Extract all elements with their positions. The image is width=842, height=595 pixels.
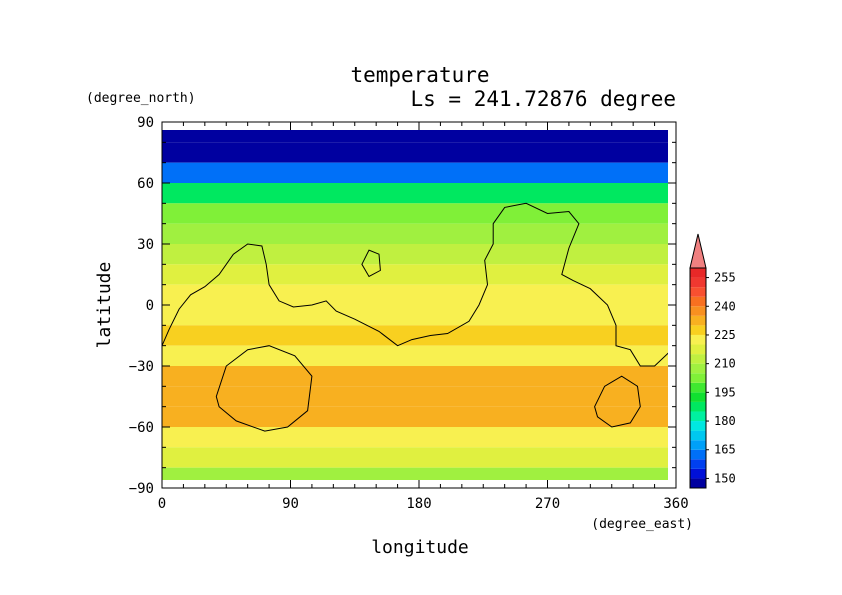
y-axis-label: latitude	[94, 262, 115, 349]
colorbar-overflow-triangle	[689, 233, 707, 269]
y-tick-label: 0	[146, 298, 154, 314]
chart-title: temperature	[350, 63, 489, 87]
plot-area	[161, 121, 677, 489]
colorbar-segment	[690, 344, 706, 355]
y-tick-label: −30	[129, 359, 154, 375]
temperature-band	[162, 325, 668, 346]
colorbar-segment	[690, 459, 706, 469]
topography-contour-loop	[361, 249, 381, 278]
temperature-band	[162, 284, 668, 305]
colorbar-label: 180	[714, 414, 736, 428]
y-tick-label: 60	[137, 176, 154, 192]
colorbar-label: 210	[714, 357, 736, 371]
temperature-band	[162, 447, 668, 468]
colorbar-segment	[690, 392, 706, 402]
colorbar-segment	[690, 421, 706, 431]
temperature-band	[162, 264, 668, 285]
colorbar-segment	[690, 401, 706, 412]
y-tick-label: −90	[129, 481, 154, 497]
temperature-band	[162, 142, 668, 163]
y-tick-label: −60	[129, 420, 154, 436]
colorbar-segment	[690, 315, 706, 326]
colorbar-label: 150	[714, 471, 736, 485]
colorbar-segment	[690, 382, 706, 393]
temperature-band	[162, 203, 668, 224]
colorbar-label: 165	[714, 443, 736, 457]
colorbar-label: 240	[714, 299, 736, 313]
colorbar-segment	[690, 478, 706, 488]
colorbar-frame	[689, 267, 707, 489]
x-tick-label: 270	[535, 496, 560, 512]
colorbar-label: 225	[714, 328, 736, 342]
topography-contour-line	[162, 202, 668, 367]
temperature-band	[162, 427, 668, 448]
topography-contour-loop	[215, 345, 313, 432]
colorbar-segment	[690, 430, 706, 441]
colorbar-segment	[690, 373, 706, 383]
y-tick-label: 90	[137, 115, 154, 131]
y-tick-label: 30	[137, 237, 154, 253]
colorbar-segment	[690, 296, 706, 307]
temperature-band	[162, 406, 668, 427]
colorbar-segment	[690, 411, 706, 422]
colorbar-segment	[690, 354, 706, 364]
x-tick-label: 180	[406, 496, 431, 512]
colorbar-segment	[690, 440, 706, 450]
x-tick-label: 360	[663, 496, 688, 512]
colorbar-segment	[690, 449, 706, 460]
topography-contour-loop	[594, 375, 641, 428]
x-tick-label: 90	[282, 496, 299, 512]
colorbar-segment	[690, 268, 706, 278]
colorbar-segment	[690, 468, 706, 479]
colorbar-label: 195	[714, 385, 736, 399]
colorbar-segment	[690, 325, 706, 335]
temperature-band	[162, 305, 668, 326]
chart-subtitle: Ls = 241.72876 degree	[410, 87, 676, 111]
temperature-field	[162, 130, 668, 480]
temperature-band	[162, 130, 668, 143]
temperature-band	[162, 386, 668, 407]
temperature-band	[162, 345, 668, 366]
axis-ticks: 0 90 180 270 360 90 60 30 0 −30 −60 −90	[129, 115, 689, 512]
x-unit-label: (degree_east)	[591, 517, 693, 532]
temperature-band	[162, 183, 668, 204]
temperature-band	[162, 244, 668, 265]
temperature-band	[162, 223, 668, 244]
temperature-band	[162, 467, 668, 480]
colorbar-segment	[690, 334, 706, 345]
topography-contours	[162, 202, 668, 432]
temperature-band	[162, 162, 668, 183]
colorbar-label: 255	[714, 271, 736, 285]
colorbar-segment	[690, 363, 706, 374]
x-axis-label: longitude	[371, 537, 469, 558]
colorbar-segment	[690, 277, 706, 288]
y-unit-label: (degree_north)	[86, 91, 196, 106]
temperature-band	[162, 366, 668, 387]
x-tick-label: 0	[158, 496, 166, 512]
colorbar-segment	[690, 287, 706, 297]
colorbar: 150 165 180 195 210 225 240 255	[689, 233, 736, 489]
colorbar-segment	[690, 306, 706, 316]
